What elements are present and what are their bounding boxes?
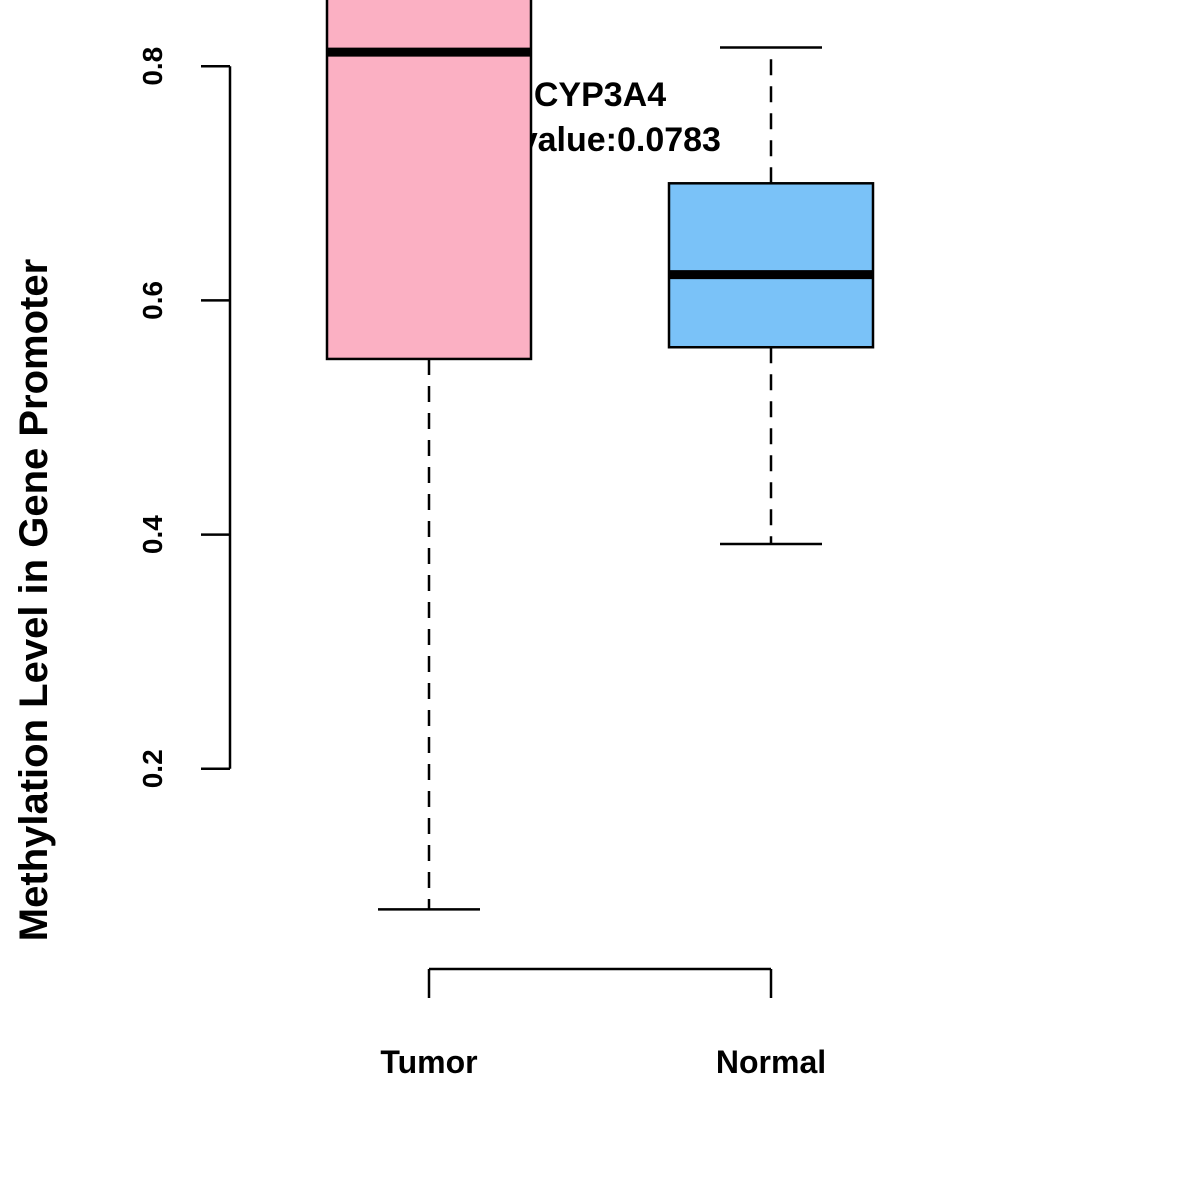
y-axis-label: Methylation Level in Gene Promoter	[12, 259, 56, 941]
x-tick-label: Normal	[716, 1044, 826, 1080]
box-body	[325, 0, 533, 361]
y-tick-label: 0.2	[137, 749, 168, 788]
y-tick-label: 0.4	[137, 515, 168, 554]
y-axis: 0.2 0.4 0.6 0.8	[137, 47, 232, 788]
box-tumor	[325, 0, 533, 911]
chart-title: CYP3A4	[534, 76, 666, 114]
x-tick-label: Tumor	[380, 1044, 477, 1080]
boxes-group	[325, 0, 875, 911]
box-normal	[667, 46, 875, 546]
y-tick-label: 0.8	[137, 47, 168, 86]
box-body	[667, 182, 875, 349]
x-axis: Tumor Normal	[380, 967, 826, 1080]
y-tick-label: 0.6	[137, 281, 168, 320]
